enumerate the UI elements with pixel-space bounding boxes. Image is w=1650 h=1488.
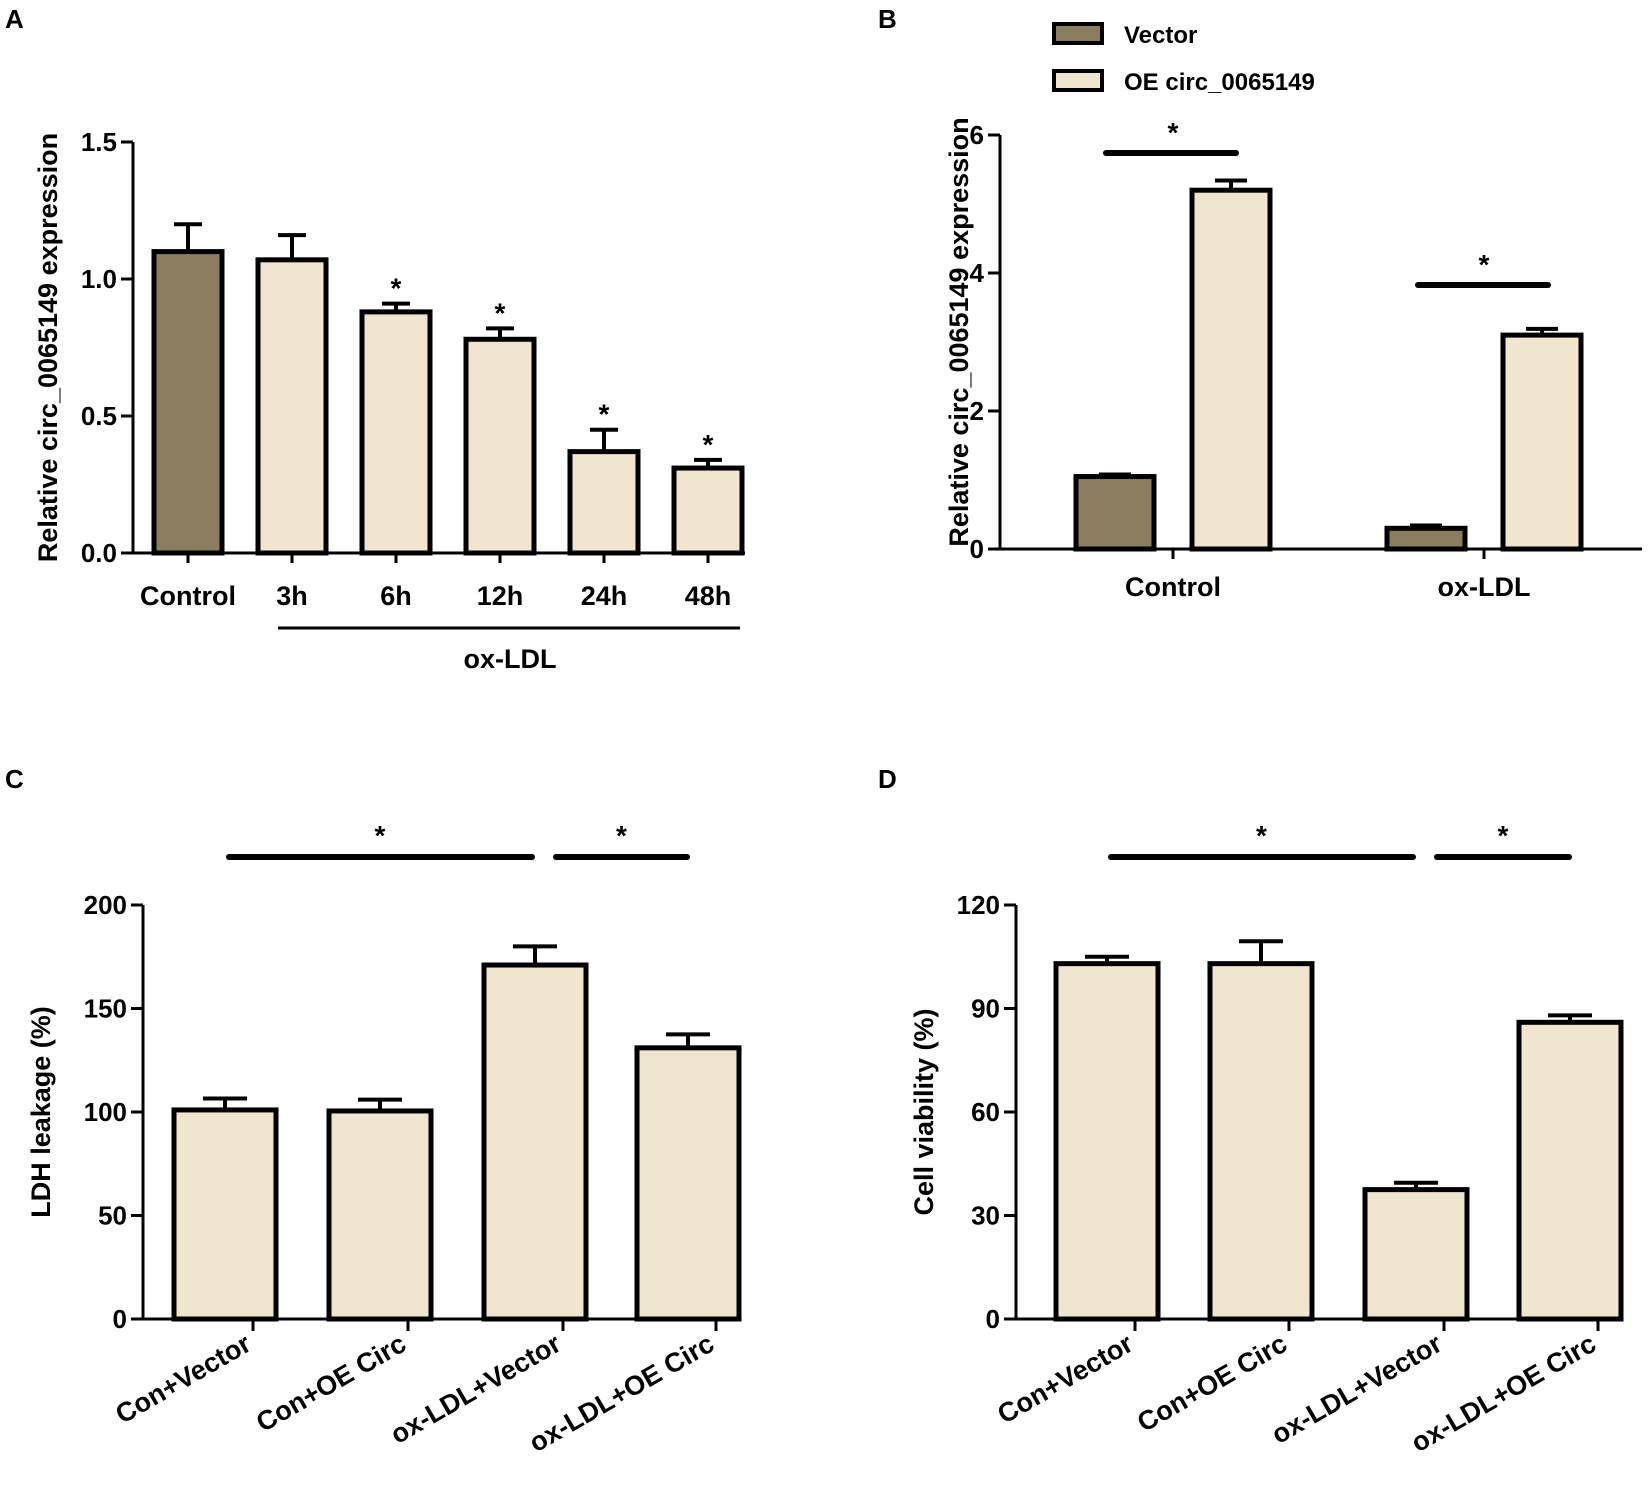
y-axis-title: LDH leakage (%) [26, 1006, 56, 1218]
x-tick-label: 6h [380, 581, 412, 611]
y-tick-label: 200 [84, 890, 127, 920]
y-tick-label: 4 [970, 258, 985, 288]
y-axis-title: Cell viability (%) [909, 1008, 939, 1215]
y-tick-label: 0 [113, 1304, 127, 1334]
y-tick-label: 50 [98, 1201, 127, 1231]
x-tick-label: ox-LDL [1438, 572, 1531, 602]
significance-star: * [1479, 249, 1490, 280]
legend-label: OE circ_0065149 [1124, 69, 1315, 96]
y-axis-title: Relative circ_0065149 expression [33, 133, 63, 562]
y-tick-label: 90 [971, 994, 1000, 1024]
y-tick-label: 60 [971, 1097, 1000, 1127]
significance-star: * [1168, 117, 1179, 148]
bar [1189, 187, 1273, 552]
x-tick-label: Control [1125, 572, 1221, 602]
panel-letter-a: A [5, 4, 24, 34]
bar [255, 257, 329, 556]
legend-label: Vector [1124, 22, 1197, 49]
bar [1384, 525, 1468, 552]
significance-star: * [599, 399, 610, 430]
panel-d-chart: 0 30 60 90 120 Cell viability (%) Con+VectorCo… [909, 820, 1624, 1458]
bar [1362, 1187, 1470, 1322]
panel-letter-c: C [5, 764, 24, 794]
bar [463, 336, 537, 556]
bar [634, 1045, 742, 1322]
bar [1500, 332, 1584, 552]
significance-star: * [1256, 820, 1267, 851]
panel-letter-d: D [878, 764, 897, 794]
y-tick-label: 6 [970, 120, 984, 150]
bar [171, 1107, 279, 1322]
x-tick-label: 24h [581, 581, 628, 611]
significance-star: * [391, 273, 402, 304]
x-tick-label: Con+Vector [992, 1328, 1138, 1430]
y-tick-label: 0.5 [81, 401, 117, 431]
group-label: ox-LDL [464, 644, 557, 674]
panel-a-chart: 0.0 0.5 1.0 1.5 Relative circ_0065149 expres… [33, 127, 745, 674]
bar [481, 962, 589, 1322]
bar [1073, 474, 1157, 552]
bar [326, 1108, 434, 1322]
y-tick-label: 1.5 [81, 127, 117, 157]
panel-c-chart: 0 50 100 150 200 LDH leakage (%) Con+VectorCon… [26, 820, 742, 1458]
x-tick-label: 12h [477, 581, 524, 611]
x-tick-label: Control [140, 581, 236, 611]
bar [1516, 1019, 1624, 1322]
x-tick-label: Con+OE Circ [251, 1328, 411, 1438]
y-tick-label: 2 [970, 396, 984, 426]
y-tick-label: 1.0 [81, 264, 117, 294]
significance-star: * [616, 820, 627, 851]
bar [151, 249, 225, 556]
y-tick-label: 0.0 [81, 538, 117, 568]
legend-swatch [1052, 22, 1104, 45]
x-tick-label: 48h [685, 581, 732, 611]
bar [671, 465, 745, 556]
significance-star: * [495, 297, 506, 328]
x-tick-label: Con+OE Circ [1132, 1328, 1292, 1438]
y-tick-label: 150 [84, 994, 127, 1024]
y-tick-label: 120 [957, 890, 1000, 920]
significance-star: * [375, 820, 386, 851]
y-axis-title: Relative circ_0065149 expression [944, 117, 974, 546]
y-tick-label: 0 [986, 1304, 1000, 1334]
y-tick-label: 30 [971, 1201, 1000, 1231]
significance-star: * [703, 429, 714, 460]
bar [359, 309, 433, 556]
y-tick-label: 0 [970, 534, 984, 564]
bar [567, 449, 641, 556]
bar [1207, 961, 1315, 1322]
bar [1053, 961, 1161, 1322]
legend-swatch [1052, 69, 1104, 92]
y-tick-label: 100 [84, 1097, 127, 1127]
panel-letter-b: B [878, 4, 897, 34]
x-tick-label: Con+Vector [110, 1328, 256, 1430]
x-tick-label: 3h [276, 581, 308, 611]
significance-star: * [1498, 820, 1509, 851]
